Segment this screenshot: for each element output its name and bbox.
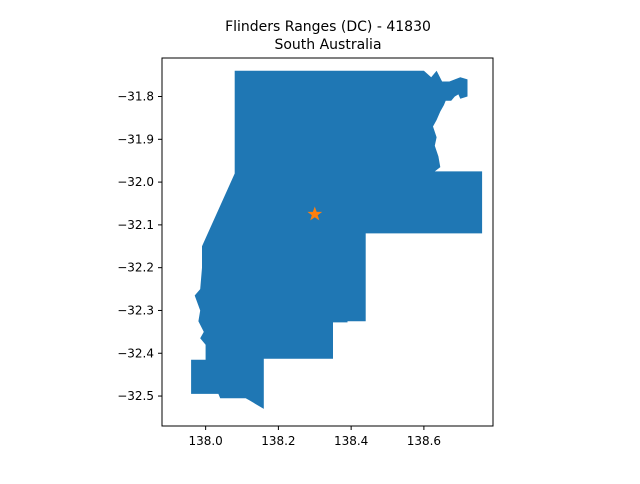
x-tick-label: 138.2 <box>261 434 295 448</box>
axis-ticks: 138.0 138.2 138.4 138.6 −31.8 −31.9 −32.0 −32.1… <box>117 90 441 448</box>
y-tick-label: −32.0 <box>117 175 154 189</box>
y-tick-label: −32.4 <box>117 346 154 360</box>
y-tick-label: −32.5 <box>117 389 154 403</box>
x-tick-label: 138.6 <box>407 434 441 448</box>
region-polygon <box>191 70 483 409</box>
y-tick-label: −32.2 <box>117 261 154 275</box>
map-subtitle: South Australia <box>274 37 381 53</box>
axes-frame <box>161 57 494 427</box>
plot-area <box>191 70 483 409</box>
x-tick-label: 138.4 <box>334 434 368 448</box>
x-tick-label: 138.0 <box>188 434 222 448</box>
y-tick-label: −31.8 <box>117 90 154 104</box>
star-icon <box>307 206 323 221</box>
y-tick-label: −32.1 <box>117 218 154 232</box>
y-tick-label: −31.9 <box>117 132 154 146</box>
map-title: Flinders Ranges (DC) - 41830 <box>225 19 431 35</box>
y-tick-label: −32.3 <box>117 303 154 317</box>
